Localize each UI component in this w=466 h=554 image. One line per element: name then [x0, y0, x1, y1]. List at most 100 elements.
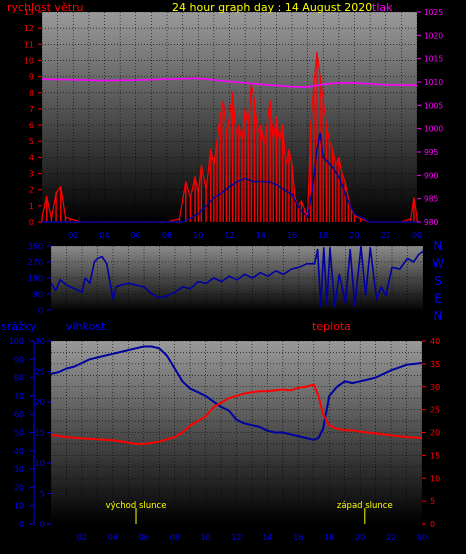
temperature-tick-label: 40	[430, 337, 440, 346]
time-tick-label: 04	[108, 533, 118, 542]
time-tick-label: 10	[193, 231, 203, 240]
direction-tick-label: 0	[38, 306, 43, 315]
pressure-axis-title: tlak	[372, 1, 393, 14]
direction-tick-label: 360	[28, 242, 43, 251]
wind-tick-label: 3	[29, 170, 34, 179]
time-tick-label: 02	[77, 533, 87, 542]
rain-tick-label: 0	[19, 520, 24, 529]
humidity-tick-label: 30	[35, 337, 45, 346]
direction-tick-label: 270	[28, 258, 43, 267]
humidity-temperature-grid	[50, 340, 423, 525]
humidity-axis-title: vlhkost	[66, 320, 106, 333]
wind-average-line	[42, 132, 417, 223]
wind-tick-label: 7	[29, 105, 34, 114]
sun-annotation-label: východ slunce	[106, 501, 167, 511]
pressure-tick-label: 985	[424, 195, 439, 204]
rain-tick-label: 80	[14, 374, 24, 383]
compass-label: E	[434, 292, 442, 306]
rain-tick-label: 20	[14, 483, 24, 492]
wind-tick-label: 10	[24, 56, 34, 65]
wind-tick-label: 0	[29, 218, 34, 227]
humidity-line	[50, 345, 423, 441]
rain-tick-label: 60	[14, 410, 24, 419]
temperature-tick-label: 15	[430, 451, 440, 460]
humidity-axis: 0 5 10 15 20 25 30	[35, 337, 51, 529]
pressure-tick-label: 1005	[424, 101, 443, 110]
wind-gust-line	[41, 51, 418, 223]
pressure-tick-label: 1015	[424, 55, 443, 64]
rain-tick-label: 90	[14, 355, 24, 364]
time-tick-label: 14	[262, 533, 272, 542]
rain-axis-title: srážky	[1, 320, 37, 333]
time-tick-label: 08	[170, 533, 180, 542]
time-tick-label: 14	[256, 231, 266, 240]
wind-tick-label: 12	[24, 24, 34, 33]
temperature-tick-label: 5	[430, 497, 435, 506]
humidity-tick-label: 0	[40, 520, 45, 529]
pressure-axis: 980 985 990 995 1000 1005 1010 1015 1020 1025	[417, 8, 443, 227]
wind-direction-axis: 0 90 180 270 360	[28, 242, 51, 315]
compass-label: N	[434, 239, 443, 253]
time-tick-label: 22	[386, 533, 396, 542]
pressure-tick-label: 1020	[424, 31, 443, 40]
time-tick-label: 04	[99, 231, 109, 240]
time-tick-label: 00	[412, 231, 422, 240]
compass-label: N	[434, 309, 443, 323]
pressure-tick-label: 995	[424, 148, 439, 157]
wind-tick-label: 1	[29, 202, 34, 211]
time-tick-label: 06	[131, 231, 141, 240]
time-tick-label: 12	[224, 231, 234, 240]
temperature-tick-label: 20	[430, 429, 440, 438]
time-tick-label: 20	[355, 533, 365, 542]
pressure-tick-label: 990	[424, 171, 439, 180]
temperature-tick-label: 25	[430, 406, 440, 415]
wind-pressure-series	[41, 51, 418, 223]
time-tick-label: 18	[318, 231, 328, 240]
time-tick-label: 12	[231, 533, 241, 542]
compass-label: S	[434, 274, 442, 288]
pressure-tick-label: 1025	[424, 8, 443, 17]
pressure-tick-label: 1010	[424, 78, 443, 87]
temperature-tick-label: 30	[430, 383, 440, 392]
time-tick-label: 16	[287, 231, 297, 240]
compass-label: W	[432, 257, 444, 271]
humidity-tick-label: 20	[35, 398, 45, 407]
rain-tick-label: 10	[14, 502, 24, 511]
rain-tick-label: 100	[9, 337, 24, 346]
direction-tick-label: 90	[33, 290, 43, 299]
direction-tick-label: 180	[28, 274, 43, 283]
wind-tick-label: 11	[24, 40, 34, 49]
wind-tick-label: 13	[24, 8, 34, 17]
wind-direction-series	[50, 245, 424, 308]
time-tick-label: 06	[139, 533, 149, 542]
humidity-tick-label: 25	[35, 368, 45, 377]
wind-tick-label: 6	[29, 121, 34, 130]
time-tick-label: 02	[68, 231, 78, 240]
temperature-line	[50, 383, 423, 445]
time-tick-label: 00	[417, 533, 427, 542]
temperature-tick-label: 35	[430, 360, 440, 369]
rain-tick-label: 50	[14, 429, 24, 438]
humidity-tick-label: 5	[40, 490, 45, 499]
wind-tick-label: 9	[29, 73, 34, 82]
sun-annotations: východ slunce západ slunce	[106, 501, 393, 524]
humidity-tick-label: 15	[35, 429, 45, 438]
pressure-tick-label: 980	[424, 218, 439, 227]
wind-tick-label: 4	[29, 153, 34, 162]
time-tick-label: 18	[324, 533, 334, 542]
temperature-tick-label: 0	[430, 520, 435, 529]
time-tick-label: 10	[200, 533, 210, 542]
rain-tick-label: 70	[14, 392, 24, 401]
time-tick-label: 22	[381, 231, 391, 240]
wind-direction-line	[50, 245, 424, 308]
rain-tick-label: 30	[14, 465, 24, 474]
humidity-tick-label: 10	[35, 459, 45, 468]
rain-tick-label: 40	[14, 447, 24, 456]
temperature-axis: 0 5 10 15 20 25 30 35 40	[422, 337, 440, 529]
pressure-tick-label: 1000	[424, 125, 443, 134]
humidity-temperature-series	[50, 345, 423, 445]
